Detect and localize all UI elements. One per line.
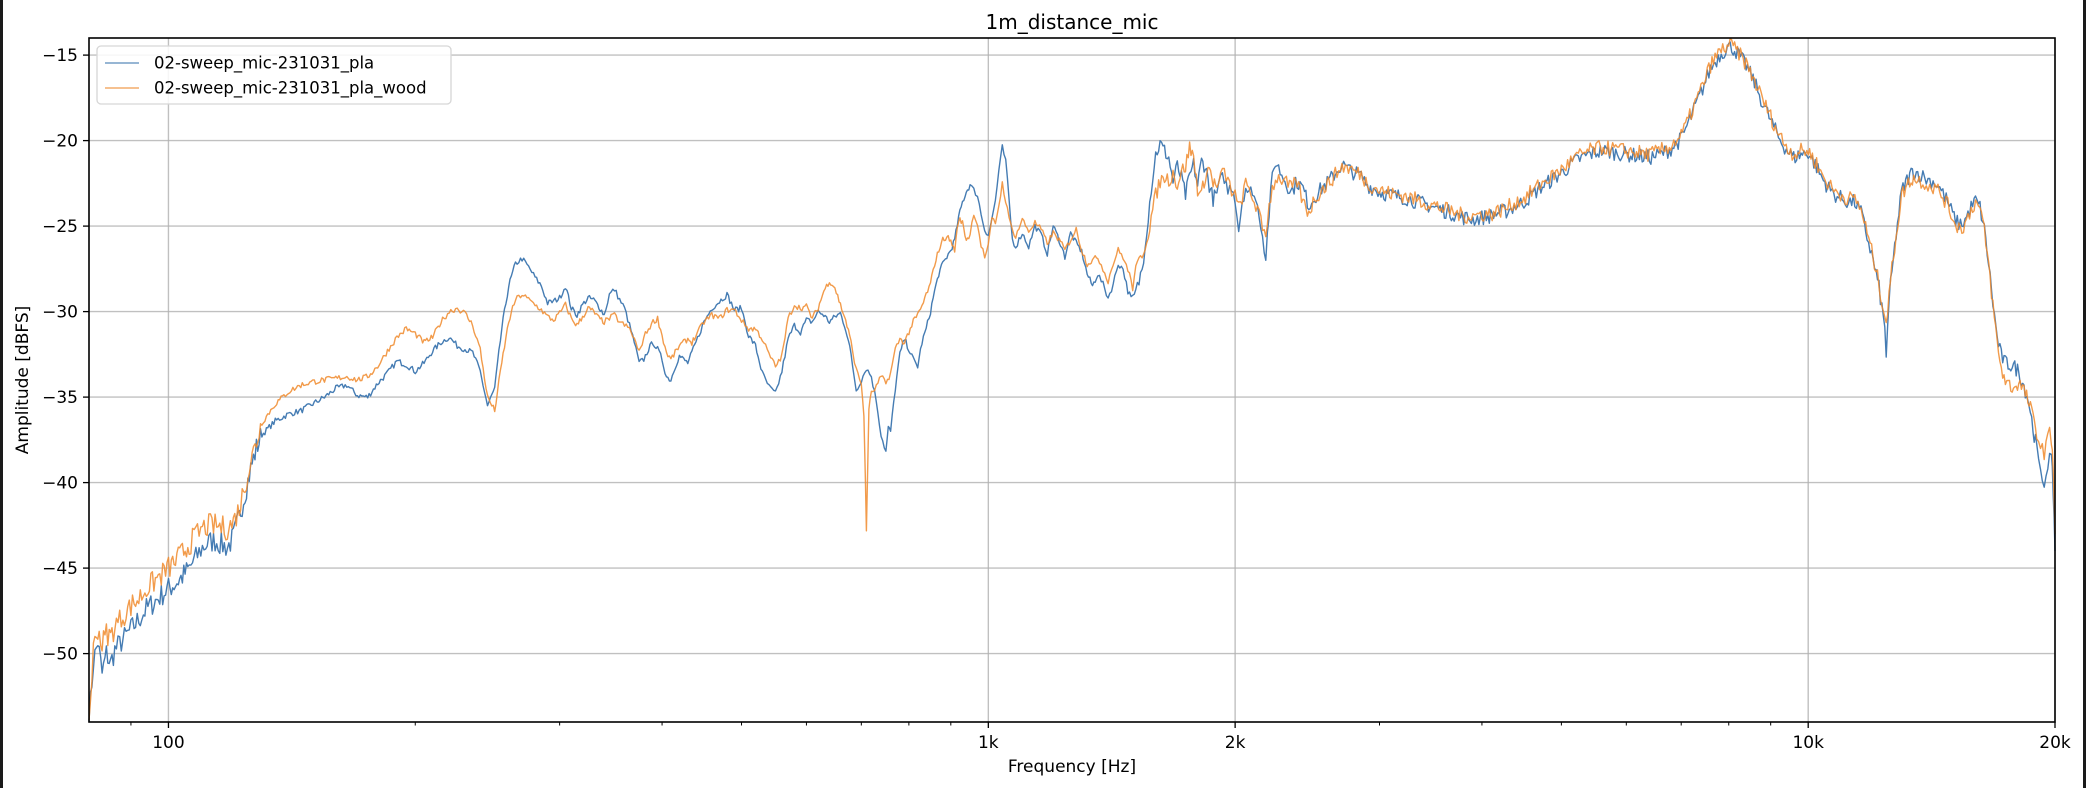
y-tick-label: −50	[42, 645, 78, 665]
x-axis-label: Frequency [Hz]	[1008, 757, 1136, 777]
y-tick-label: −15	[42, 46, 78, 66]
legend-box	[96, 45, 452, 105]
data-series	[88, 37, 2056, 723]
y-axis-ticks: −15 −20 −25 −30 −35 −40 −45 −50	[42, 46, 89, 665]
chart-title: 1m_distance_mic	[986, 10, 1159, 34]
line-chart: 1m_distance_mic 100 1k 2k 10k 20k −15−20−25−…	[13, 10, 2071, 777]
y-tick-label: −45	[42, 559, 78, 579]
y-tick-label: −30	[42, 303, 78, 323]
x-axis-ticks: 100 1k 2k 10k 20k	[130, 722, 2071, 753]
y-tick-label: −25	[42, 217, 78, 237]
legend-label-pla-wood: 02-sweep_mic-231031_pla_wood	[154, 79, 427, 99]
figure-canvas: 1m_distance_mic 100 1k 2k 10k 20k −15 −20 −25−…	[3, 0, 2083, 788]
y-tick-label: −40	[42, 474, 78, 494]
y-axis-label: Amplitude [dBFS]	[13, 306, 33, 455]
legend-label-pla: 02-sweep_mic-231031_pla	[154, 54, 374, 74]
series-line-1	[88, 37, 2056, 721]
axes-frame	[88, 37, 2056, 723]
x-tick-label: 10k	[1792, 733, 1824, 753]
y-tick-label: −20	[42, 132, 78, 152]
series-line-0	[88, 41, 2056, 723]
x-tick-label: 100	[152, 733, 184, 753]
legend: 02-sweep_mic-231031_pla 02-sweep_mic-231…	[96, 45, 452, 105]
x-tick-label: 20k	[2039, 733, 2071, 753]
x-tick-label: 2k	[1225, 733, 1246, 753]
x-tick-label: 1k	[978, 733, 999, 753]
y-tick-label: −35	[42, 388, 78, 408]
